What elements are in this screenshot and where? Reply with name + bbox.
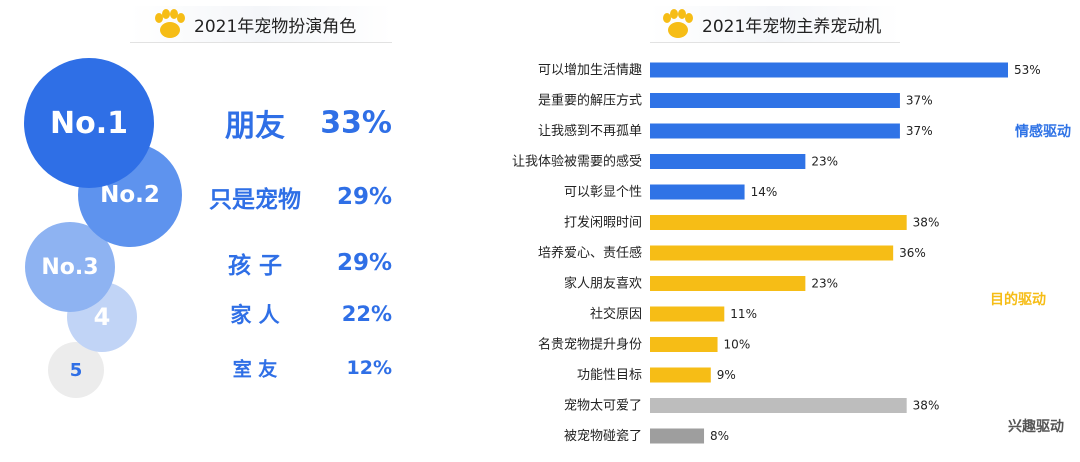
bar-value-label: 36% xyxy=(899,246,926,260)
roles-title: 2021年宠物扮演角色 xyxy=(194,16,357,37)
motivation-title-bar: 2021年宠物主养宠动机 xyxy=(650,6,900,43)
bar-category-label: 名贵宠物提升身份 xyxy=(538,337,642,353)
bar-value-label: 38% xyxy=(913,399,940,413)
bar xyxy=(650,367,711,383)
rank-2-text: No.2 xyxy=(100,182,160,208)
bar-value-label: 38% xyxy=(913,216,940,230)
bar xyxy=(650,215,907,230)
bar xyxy=(650,62,1008,78)
bar-value-label: 14% xyxy=(751,185,778,199)
bar-category-label: 培养爱心、责任感 xyxy=(538,245,642,261)
paw-icon xyxy=(155,9,185,38)
bar xyxy=(650,398,907,413)
bar xyxy=(650,154,806,169)
group-label: 兴趣驱动 xyxy=(1008,418,1064,435)
bar xyxy=(650,276,806,291)
rank-1-circle: No.1 xyxy=(24,58,154,188)
role-row-4: 家 人 22% xyxy=(200,294,400,334)
rank-3-text: No.3 xyxy=(41,254,99,280)
bar xyxy=(650,93,900,108)
bar xyxy=(650,306,725,322)
bar-category-label: 功能性目标 xyxy=(577,368,642,383)
role-label: 室 友 xyxy=(232,358,278,381)
role-row-5: 室 友 12% xyxy=(200,348,400,388)
rank-4-text: 4 xyxy=(93,303,111,331)
bar xyxy=(650,428,705,444)
role-label: 朋友 xyxy=(225,109,285,144)
rank-1-text: No.1 xyxy=(50,105,128,141)
bar-category-label: 可以彰显个性 xyxy=(564,184,642,200)
bar xyxy=(650,123,900,139)
bar-value-label: 37% xyxy=(906,94,933,108)
role-percent: 33% xyxy=(320,105,392,141)
bar-value-label: 37% xyxy=(906,124,933,138)
bar-category-label: 家人朋友喜欢 xyxy=(564,276,642,292)
motivation-chart: 可以增加生活情趣 53% 是重要的解压方式 37% 让我感到不再孤单 37% 让我体验被需要… xyxy=(480,50,1080,460)
paw-icon xyxy=(663,9,693,38)
bar-value-label: 53% xyxy=(1014,63,1041,77)
bar-value-label: 11% xyxy=(730,307,757,321)
role-row-1: 朋友 33% xyxy=(200,103,400,145)
bar-category-label: 让我体验被需要的感受 xyxy=(512,154,642,170)
bar-category-label: 宠物太可爱了 xyxy=(564,398,642,414)
rank-3-circle: No.3 xyxy=(25,222,115,312)
bar-category-label: 是重要的解压方式 xyxy=(538,93,642,109)
bar-value-label: 8% xyxy=(710,429,729,443)
role-label: 孩 子 xyxy=(227,253,282,279)
bar xyxy=(650,245,894,261)
bar xyxy=(650,337,718,352)
rank-5-text: 5 xyxy=(69,359,83,381)
motivation-title: 2021年宠物主养宠动机 xyxy=(702,16,882,37)
roles-title-bar: 2021年宠物扮演角色 xyxy=(130,6,392,43)
bar-category-label: 打发闲暇时间 xyxy=(564,215,642,231)
role-row-2: 只是宠物 29% xyxy=(200,177,400,217)
bar-value-label: 23% xyxy=(811,155,838,169)
bar-value-label: 9% xyxy=(717,368,736,382)
role-label: 只是宠物 xyxy=(209,187,301,213)
role-percent: 22% xyxy=(341,302,392,326)
bar-value-label: 23% xyxy=(811,277,838,291)
bar-category-label: 可以增加生活情趣 xyxy=(538,63,642,78)
bar-value-label: 10% xyxy=(724,338,751,352)
bar xyxy=(650,184,745,200)
role-percent: 12% xyxy=(346,357,392,379)
motivation-chart-svg: 可以增加生活情趣 53% 是重要的解压方式 37% 让我感到不再孤单 37% 让我体验被需要… xyxy=(512,62,1071,444)
role-row-3: 孩 子 29% xyxy=(200,243,400,283)
bar-category-label: 社交原因 xyxy=(590,306,642,322)
group-label: 目的驱动 xyxy=(990,291,1046,308)
role-percent: 29% xyxy=(336,250,392,276)
role-label: 家 人 xyxy=(230,303,280,327)
bar-category-label: 被宠物碰瓷了 xyxy=(564,428,642,444)
bar-category-label: 让我感到不再孤单 xyxy=(538,123,642,139)
group-label: 情感驱动 xyxy=(1015,123,1071,140)
role-percent: 29% xyxy=(336,184,392,210)
